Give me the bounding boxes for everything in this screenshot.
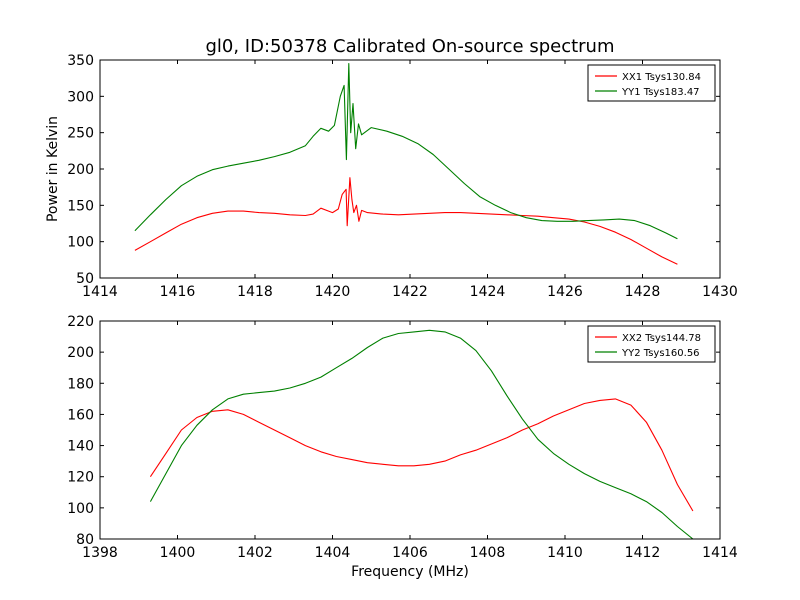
x-tick-label: 1406	[392, 545, 428, 561]
plot-panel-2: 1398 1400 1402 1404 1406 1408 1410 1412 1414 80 10…	[67, 314, 738, 561]
y-tick-label: 300	[67, 89, 94, 105]
y-tick-label: 200	[67, 345, 94, 361]
series-line-xx2	[149, 398, 694, 512]
x-tick-label: 1408	[470, 545, 506, 561]
x-tick-label: 1410	[547, 545, 583, 561]
x-tick-label: 1416	[160, 284, 196, 300]
legend-box	[587, 325, 716, 363]
x-tick-label: 1404	[315, 545, 351, 561]
x-axis-label: Frequency (MHz)	[351, 564, 469, 580]
y-tick-label: 100	[67, 235, 94, 251]
y-tick-label: 220	[67, 314, 94, 330]
x-tick-label: 1414	[82, 284, 118, 300]
y-tick-label: 100	[67, 501, 94, 517]
x-tick-label: 1400	[160, 545, 196, 561]
x-tick-label: 1398	[82, 545, 118, 561]
y-tick-label: 150	[67, 198, 94, 214]
y-tick-label: 50	[76, 271, 94, 287]
legend-label: YY2 Tsys160.56	[621, 348, 700, 359]
legend-label: XX1 Tsys130.84	[622, 72, 701, 83]
y-axis-label: Power in Kelvin	[45, 116, 61, 222]
x-tick-label: 1426	[547, 284, 583, 300]
series-line-xx1	[134, 177, 678, 265]
x-tick-label: 1402	[237, 545, 273, 561]
x-tick-label: 1424	[470, 284, 506, 300]
x-tick-label: 1420	[315, 284, 351, 300]
y-tick-label: 180	[67, 376, 94, 392]
legend: XX1 Tsys130.84 YY1 Tsys183.47	[587, 64, 716, 102]
x-tick-label: 1414	[702, 545, 738, 561]
y-tick-label: 160	[67, 407, 94, 423]
y-tick-label: 80	[76, 532, 94, 548]
x-tick-label: 1430	[702, 284, 738, 300]
y-tick-label: 350	[67, 53, 94, 69]
y-tick-label: 200	[67, 162, 94, 178]
x-tick-label: 1418	[237, 284, 273, 300]
legend-label: YY1 Tsys183.47	[621, 87, 700, 98]
y-tick-label: 250	[67, 126, 94, 142]
x-tick-label: 1428	[625, 284, 661, 300]
legend-label: XX2 Tsys144.78	[622, 333, 701, 344]
chart-title: gl0, ID:50378 Calibrated On-source spect…	[205, 36, 614, 57]
x-tick-label: 1422	[392, 284, 428, 300]
x-tick-label: 1412	[625, 545, 661, 561]
y-tick-label: 140	[67, 439, 94, 455]
series-line-yy1	[134, 63, 678, 240]
legend-box	[587, 64, 716, 102]
plot-panel-1: 1414 1416 1418 1420 1422 1424 1426 1428 1430 50 10…	[67, 53, 738, 300]
series-line-yy2	[149, 329, 694, 539]
y-tick-label: 120	[67, 470, 94, 486]
legend: XX2 Tsys144.78 YY2 Tsys160.56	[587, 325, 716, 363]
